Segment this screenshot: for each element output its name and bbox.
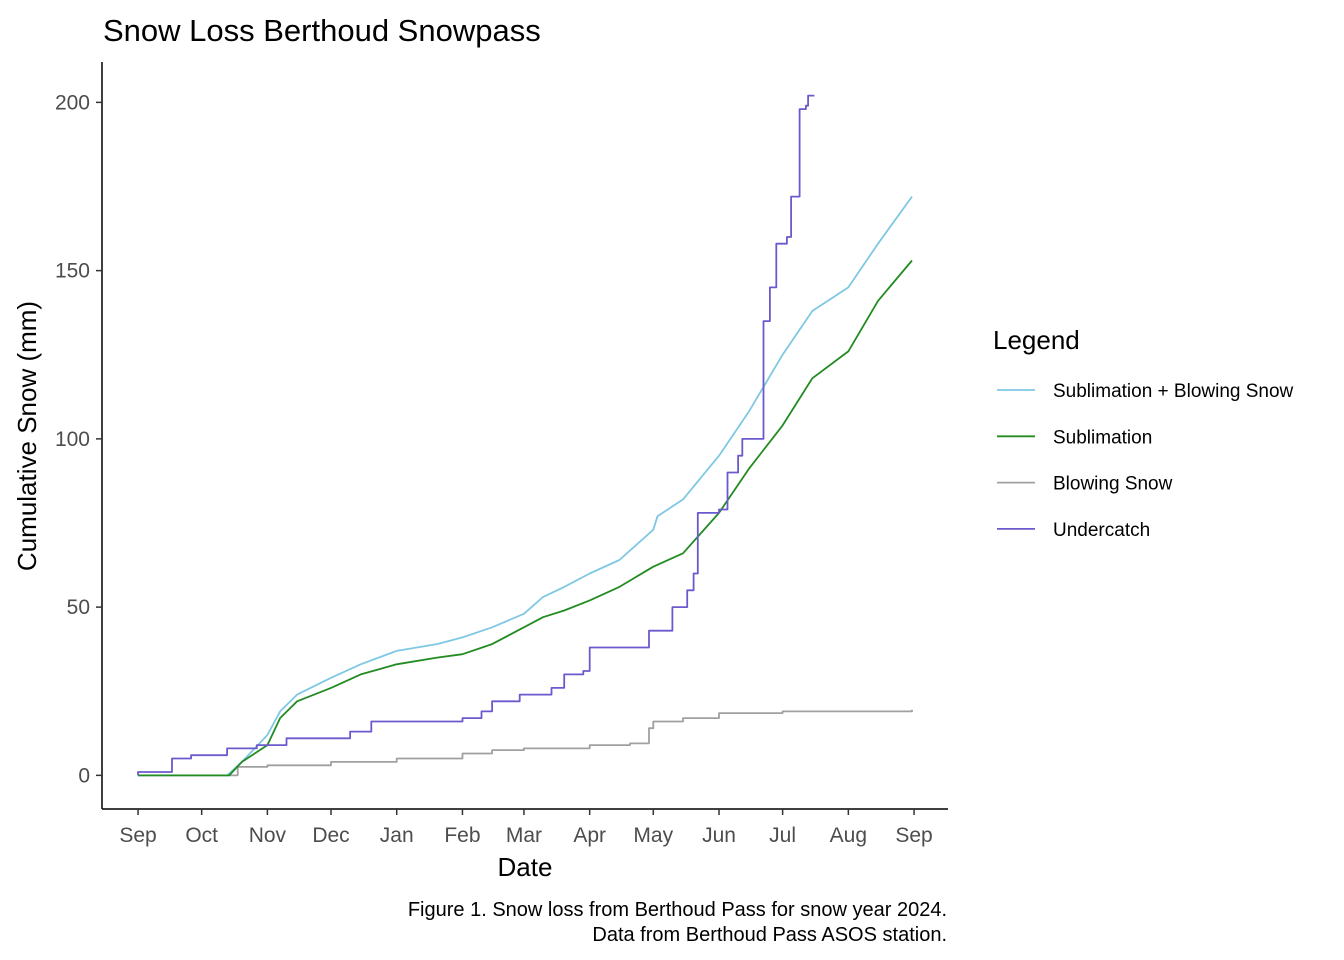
series-line-blowing-snow	[138, 709, 913, 777]
legend: Legend Sublimation + Blowing Snow Sublima…	[993, 325, 1294, 541]
x-tick-label: Dec	[312, 824, 349, 847]
x-tick-label: Oct	[185, 824, 218, 847]
legend-label-undercatch: Undercatch	[1053, 520, 1150, 541]
y-tick-label: 200	[55, 91, 90, 114]
x-axis-title: Date	[498, 852, 553, 882]
y-axis-title: Cumulative Snow (mm)	[12, 301, 42, 571]
x-tick-label: Jun	[702, 824, 736, 847]
x-tick-label: Nov	[249, 824, 287, 847]
x-tick-label: May	[633, 824, 673, 847]
y-tick-label: 150	[55, 260, 90, 283]
series-line-sublimation-blowing-snow	[138, 196, 913, 777]
x-tick-label: Sep	[895, 824, 932, 847]
x-tick-label: Sep	[119, 824, 156, 847]
x-axis-ticks: Sep Oct Nov Dec Jan Feb Mar Apr May Jun Jul Aug Sep	[119, 809, 933, 847]
x-tick-label: Jul	[769, 824, 796, 847]
x-tick-label: Aug	[830, 824, 867, 847]
legend-label-sublimation: Sublimation	[1053, 427, 1152, 448]
y-tick-label: 0	[78, 764, 90, 787]
series-line-sublimation	[138, 259, 913, 777]
legend-label-blowing-snow: Blowing Snow	[1053, 474, 1173, 495]
legend-label-sublimation-blowing-snow: Sublimation + Blowing Snow	[1053, 381, 1294, 402]
series-line-undercatch	[137, 94, 815, 776]
x-tick-label: Apr	[573, 824, 606, 847]
y-axis-ticks: 0 50 100 150 200	[55, 91, 102, 787]
caption-line-2: Data from Berthoud Pass ASOS station.	[592, 924, 947, 946]
legend-title: Legend	[993, 325, 1080, 355]
caption-line-1: Figure 1. Snow loss from Berthoud Pass f…	[408, 899, 947, 921]
y-tick-label: 50	[67, 596, 90, 619]
chart-title: Snow Loss Berthoud Snowpass	[103, 13, 541, 48]
y-tick-label: 100	[55, 428, 90, 451]
plot-area	[137, 94, 913, 777]
x-tick-label: Mar	[506, 824, 542, 847]
x-tick-label: Feb	[444, 824, 480, 847]
x-tick-label: Jan	[380, 824, 414, 847]
